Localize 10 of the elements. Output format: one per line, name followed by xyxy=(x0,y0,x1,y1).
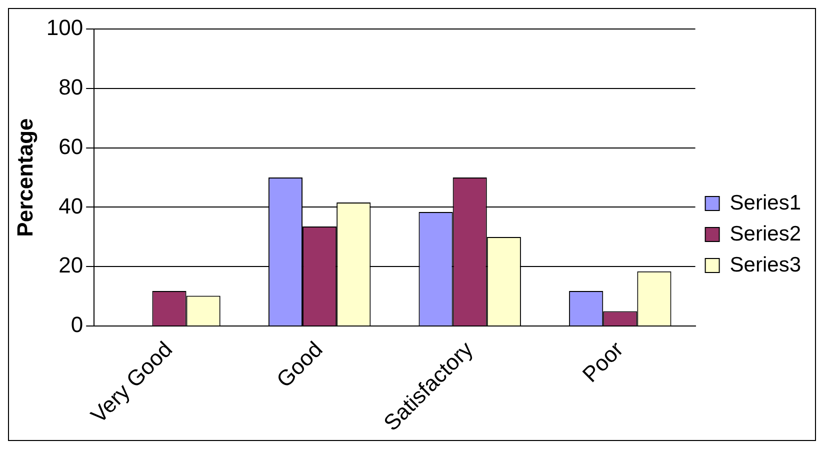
y-tick-label: 40 xyxy=(58,193,84,218)
legend-label: Series2 xyxy=(730,222,801,246)
y-tick-label: 60 xyxy=(58,134,84,159)
y-tick-label: 100 xyxy=(46,15,84,40)
y-tick-label: 80 xyxy=(58,74,84,100)
y-tick-label: 0 xyxy=(70,312,84,338)
legend-label: Series1 xyxy=(730,191,801,214)
y-tick-label: 20 xyxy=(58,252,84,278)
y-axis-title: Percentage xyxy=(12,118,38,237)
legend-label: Series3 xyxy=(730,253,801,276)
